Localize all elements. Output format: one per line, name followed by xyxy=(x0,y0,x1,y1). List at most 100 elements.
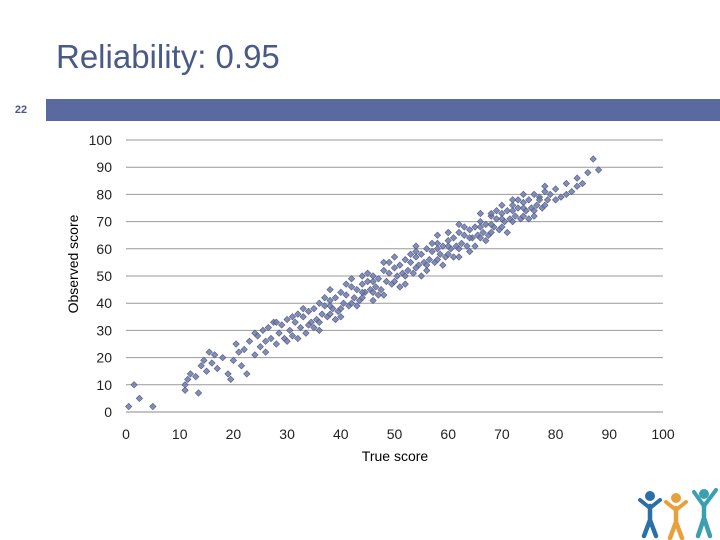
scatter-point xyxy=(433,231,442,239)
scatter-point xyxy=(224,370,232,378)
scatter-point xyxy=(401,280,409,288)
scatter-point xyxy=(186,370,195,378)
scatter-point xyxy=(364,277,372,286)
scatter-point xyxy=(259,326,267,335)
scatter-point xyxy=(380,266,388,275)
scatter-point xyxy=(460,223,468,231)
scatter-point xyxy=(310,305,318,313)
scatter-point xyxy=(337,305,345,313)
scatter-point xyxy=(358,288,366,296)
scatter-point xyxy=(135,394,144,403)
scatter-point xyxy=(353,302,361,310)
scatter-point xyxy=(487,220,495,228)
scatter-point xyxy=(326,302,334,310)
scatter-point xyxy=(374,275,383,283)
scatter-point xyxy=(498,201,506,209)
scatter-point xyxy=(256,343,264,351)
scatter-point xyxy=(562,179,570,188)
scatter-point xyxy=(283,315,291,324)
scatter-point xyxy=(275,329,283,337)
scatter-point xyxy=(535,196,544,204)
scatter-point xyxy=(455,228,463,237)
scatter-point xyxy=(286,326,294,335)
x-tick-label: 60 xyxy=(440,426,456,442)
scatter-point xyxy=(200,356,208,364)
scatter-point xyxy=(184,375,192,383)
scatter-point xyxy=(288,313,297,321)
scatter-point xyxy=(401,256,409,264)
scatter-point xyxy=(350,294,358,302)
person-orange-icon xyxy=(664,493,688,540)
x-tick-label: 20 xyxy=(226,426,242,442)
scatter-point xyxy=(130,381,138,389)
scatter-point xyxy=(369,288,377,296)
scatter-point xyxy=(342,291,350,299)
scatter-point xyxy=(181,386,189,394)
scatter-point xyxy=(509,207,517,215)
scatter-point xyxy=(498,223,506,231)
scatter-point xyxy=(401,272,409,280)
scatter-point xyxy=(573,182,581,190)
scatter-point xyxy=(385,258,393,267)
scatter-point xyxy=(326,285,334,294)
scatter-point xyxy=(219,353,227,362)
scatter-point xyxy=(272,318,280,326)
scatter-point xyxy=(353,285,361,294)
scatter-point xyxy=(455,245,463,253)
scatter-point xyxy=(466,226,474,234)
y-tick-label: 50 xyxy=(96,268,112,284)
scatter-point xyxy=(125,402,133,411)
scatter-point xyxy=(245,337,254,345)
scatter-point xyxy=(573,174,581,182)
scatter-point xyxy=(412,264,420,272)
scatter-point xyxy=(208,359,216,367)
scatter-point xyxy=(339,299,348,307)
scatter-point xyxy=(396,283,404,291)
scatter-point xyxy=(302,329,310,337)
scatter-point xyxy=(482,220,490,228)
y-tick-label: 40 xyxy=(96,295,112,311)
scatter-point xyxy=(299,305,307,313)
scatter-point xyxy=(514,204,522,212)
scatter-point xyxy=(261,337,270,345)
scatter-point xyxy=(551,185,560,193)
scatter-point xyxy=(519,212,528,220)
scatter-point xyxy=(390,277,399,286)
scatter-point xyxy=(374,291,383,299)
scatter-point xyxy=(232,340,240,348)
scatter-point xyxy=(192,373,200,381)
x-tick-labels: 0 10 20 30 40 50 60 70 80 90 100 xyxy=(122,426,675,442)
scatter-point xyxy=(358,280,366,288)
scatter-point xyxy=(369,277,377,286)
people-group-icon xyxy=(638,488,718,540)
scatter-point xyxy=(291,318,299,326)
person-blue-icon xyxy=(638,491,662,539)
scatter-point xyxy=(377,285,385,294)
scatter-point xyxy=(406,258,415,267)
scatter-point xyxy=(417,250,425,258)
x-tick-label: 10 xyxy=(172,426,188,442)
scatter-point xyxy=(318,310,326,318)
scatter-point xyxy=(514,196,522,204)
scatter-point xyxy=(251,351,259,359)
scatter-point xyxy=(471,242,479,250)
y-tick-label: 0 xyxy=(104,404,112,420)
scatter-point xyxy=(541,201,549,209)
scatter-point xyxy=(205,348,213,356)
scatter-point xyxy=(283,337,291,345)
scatter-point xyxy=(589,155,597,163)
scatter-point xyxy=(466,234,474,242)
scatter-point xyxy=(594,166,603,174)
scatter-point xyxy=(412,253,420,261)
scatter-point xyxy=(471,223,479,231)
scatter-point xyxy=(503,228,511,237)
scatter-point xyxy=(288,332,297,340)
scatter-point xyxy=(433,256,442,264)
scatter-point xyxy=(358,272,366,280)
scatter-point xyxy=(240,345,248,354)
scatter-point xyxy=(428,239,436,247)
scatter-point xyxy=(509,217,517,226)
scatter-point xyxy=(404,266,412,275)
scatter-point xyxy=(235,348,243,356)
scatter-point xyxy=(533,201,541,209)
